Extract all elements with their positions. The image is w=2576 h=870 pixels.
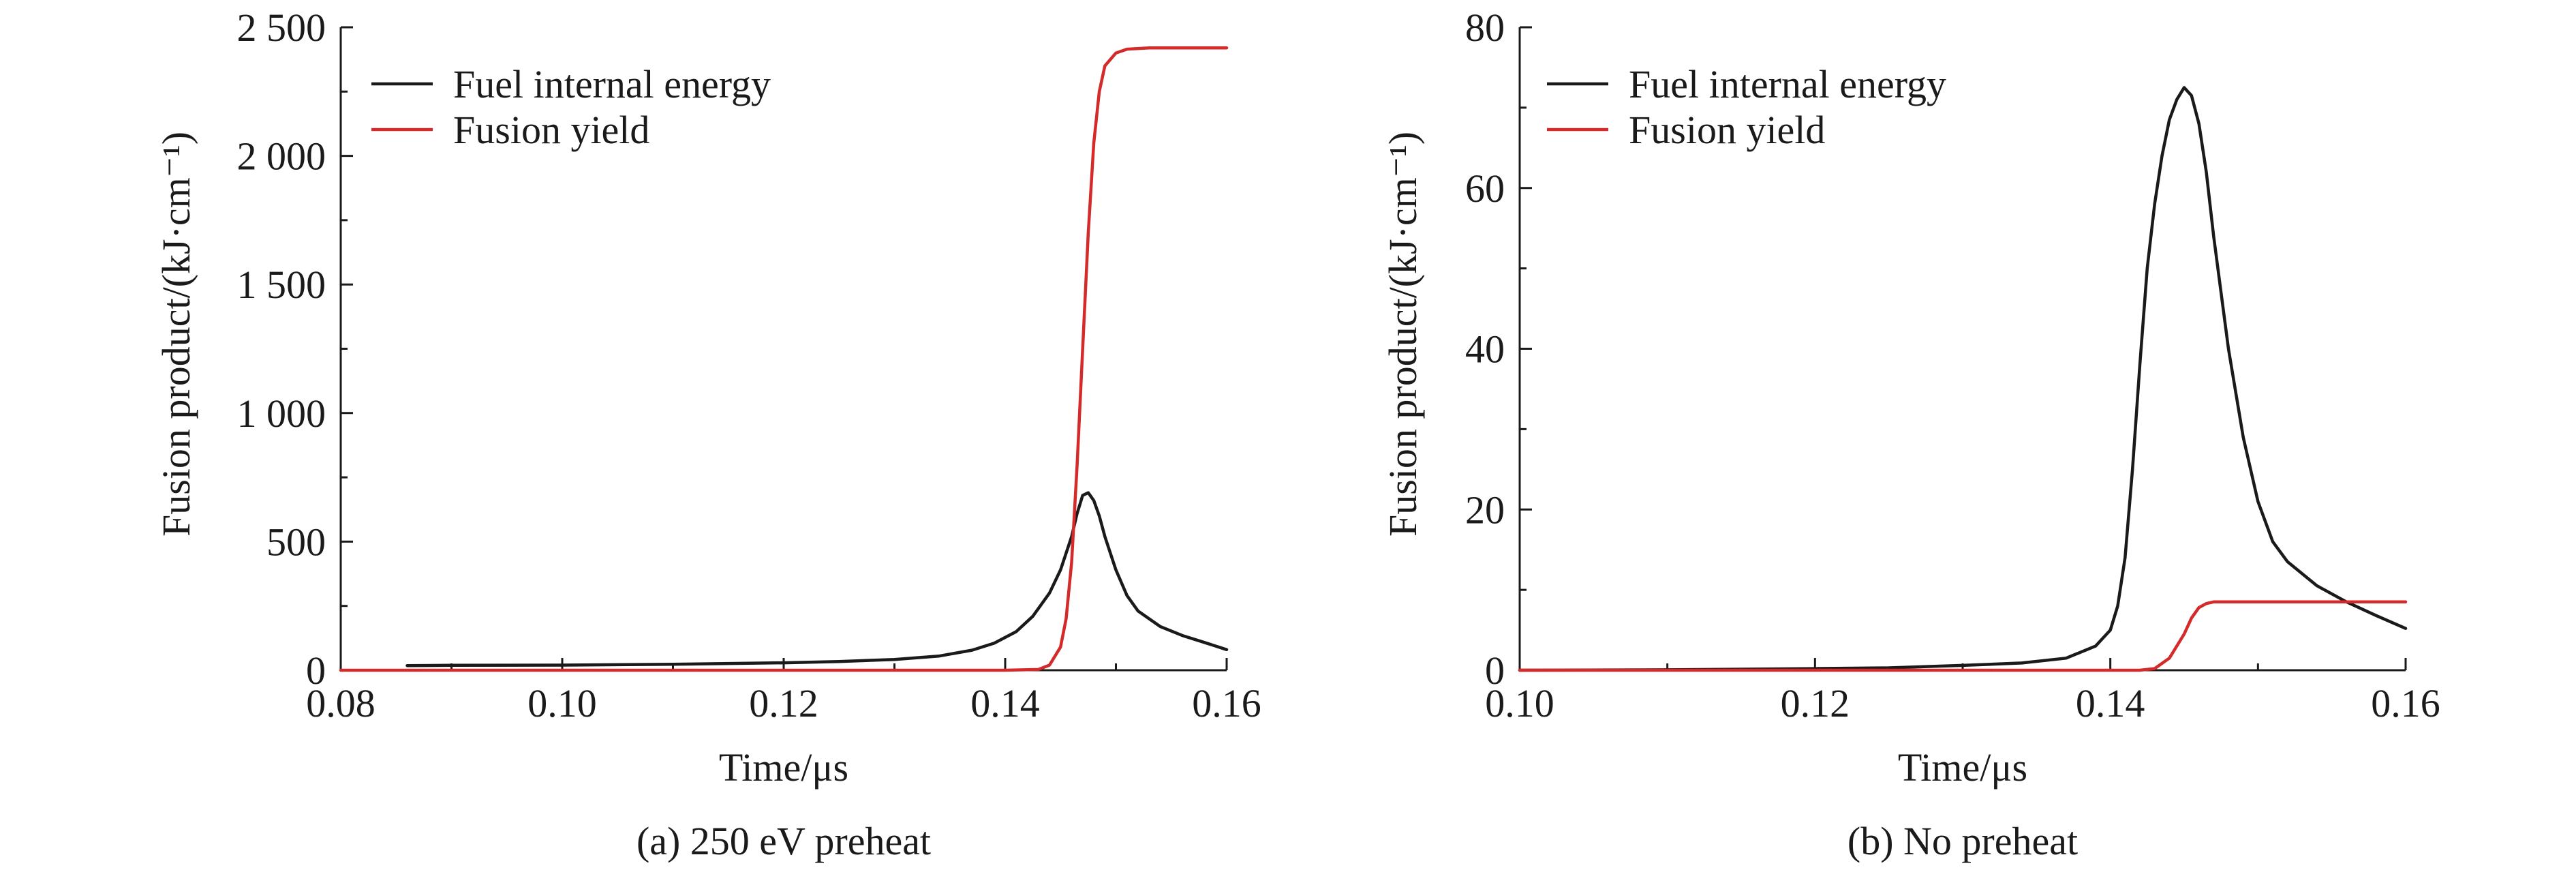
series-line-fusion-yield bbox=[339, 46, 1229, 672]
y-tick-labels: 0 500 1 000 1 500 2 000 2 500 bbox=[237, 5, 326, 693]
x-tick-label: 0.10 bbox=[527, 681, 597, 725]
chart-panel-a: 0.08 0.10 0.12 0.14 0.16 0 500 1 000 1 500 2 000… bbox=[154, 5, 1261, 863]
legend-label-fuel-internal-energy: Fuel internal energy bbox=[453, 62, 771, 106]
y-tick-label: 2 500 bbox=[237, 5, 326, 50]
x-tick-label: 0.10 bbox=[1485, 681, 1554, 725]
x-tick-label: 0.14 bbox=[2076, 681, 2145, 725]
x-axis-title: Time/μs bbox=[719, 745, 848, 790]
legend: Fuel internal energy Fusion yield bbox=[1547, 62, 1946, 152]
x-tick-label: 0.16 bbox=[1192, 681, 1261, 725]
x-tick-label: 0.16 bbox=[2371, 681, 2440, 725]
y-tick-label: 1 500 bbox=[237, 262, 326, 307]
y-tick-label: 0 bbox=[1485, 648, 1505, 693]
x-tick-labels: 0.10 0.12 0.14 0.16 bbox=[1485, 681, 2440, 725]
panel-caption: (a) 250 eV preheat bbox=[637, 819, 931, 863]
x-tick-label: 0.12 bbox=[749, 681, 818, 725]
y-tick-label: 0 bbox=[306, 648, 326, 693]
y-tick-label: 20 bbox=[1465, 487, 1505, 532]
series-line-fusion-yield bbox=[1518, 600, 2408, 672]
y-axis-title: Fusion product/(kJ·cm⁻¹) bbox=[1381, 132, 1425, 537]
x-tick-label: 0.14 bbox=[970, 681, 1040, 725]
series-line-fuel-internal-energy bbox=[1518, 86, 2408, 672]
series-line-fuel-internal-energy bbox=[405, 491, 1229, 668]
x-axis-title: Time/μs bbox=[1898, 745, 2027, 790]
legend: Fuel internal energy Fusion yield bbox=[371, 62, 771, 152]
y-tick-labels: 0 20 40 60 80 bbox=[1465, 5, 1505, 693]
legend-label-fusion-yield: Fusion yield bbox=[1629, 108, 1825, 152]
series-group bbox=[339, 46, 1229, 672]
y-tick-label: 1 000 bbox=[237, 391, 326, 436]
series-group bbox=[1518, 86, 2408, 672]
legend-label-fusion-yield: Fusion yield bbox=[453, 108, 649, 152]
y-tick-label: 60 bbox=[1465, 166, 1505, 211]
legend-label-fuel-internal-energy: Fuel internal energy bbox=[1629, 62, 1946, 106]
panel-caption: (b) No preheat bbox=[1847, 819, 2078, 863]
x-tick-labels: 0.08 0.10 0.12 0.14 0.16 bbox=[306, 681, 1261, 725]
y-tick-label: 40 bbox=[1465, 327, 1505, 372]
y-tick-label: 2 000 bbox=[237, 134, 326, 179]
x-tick-label: 0.08 bbox=[306, 681, 375, 725]
y-tick-label: 80 bbox=[1465, 5, 1505, 50]
chart-panel-b: 0.10 0.12 0.14 0.16 0 20 40 60 80 Fuel internal… bbox=[1381, 5, 2440, 863]
y-tick-label: 500 bbox=[266, 520, 326, 564]
x-tick-label: 0.12 bbox=[1781, 681, 1850, 725]
y-axis-title: Fusion product/(kJ·cm⁻¹) bbox=[154, 132, 198, 537]
